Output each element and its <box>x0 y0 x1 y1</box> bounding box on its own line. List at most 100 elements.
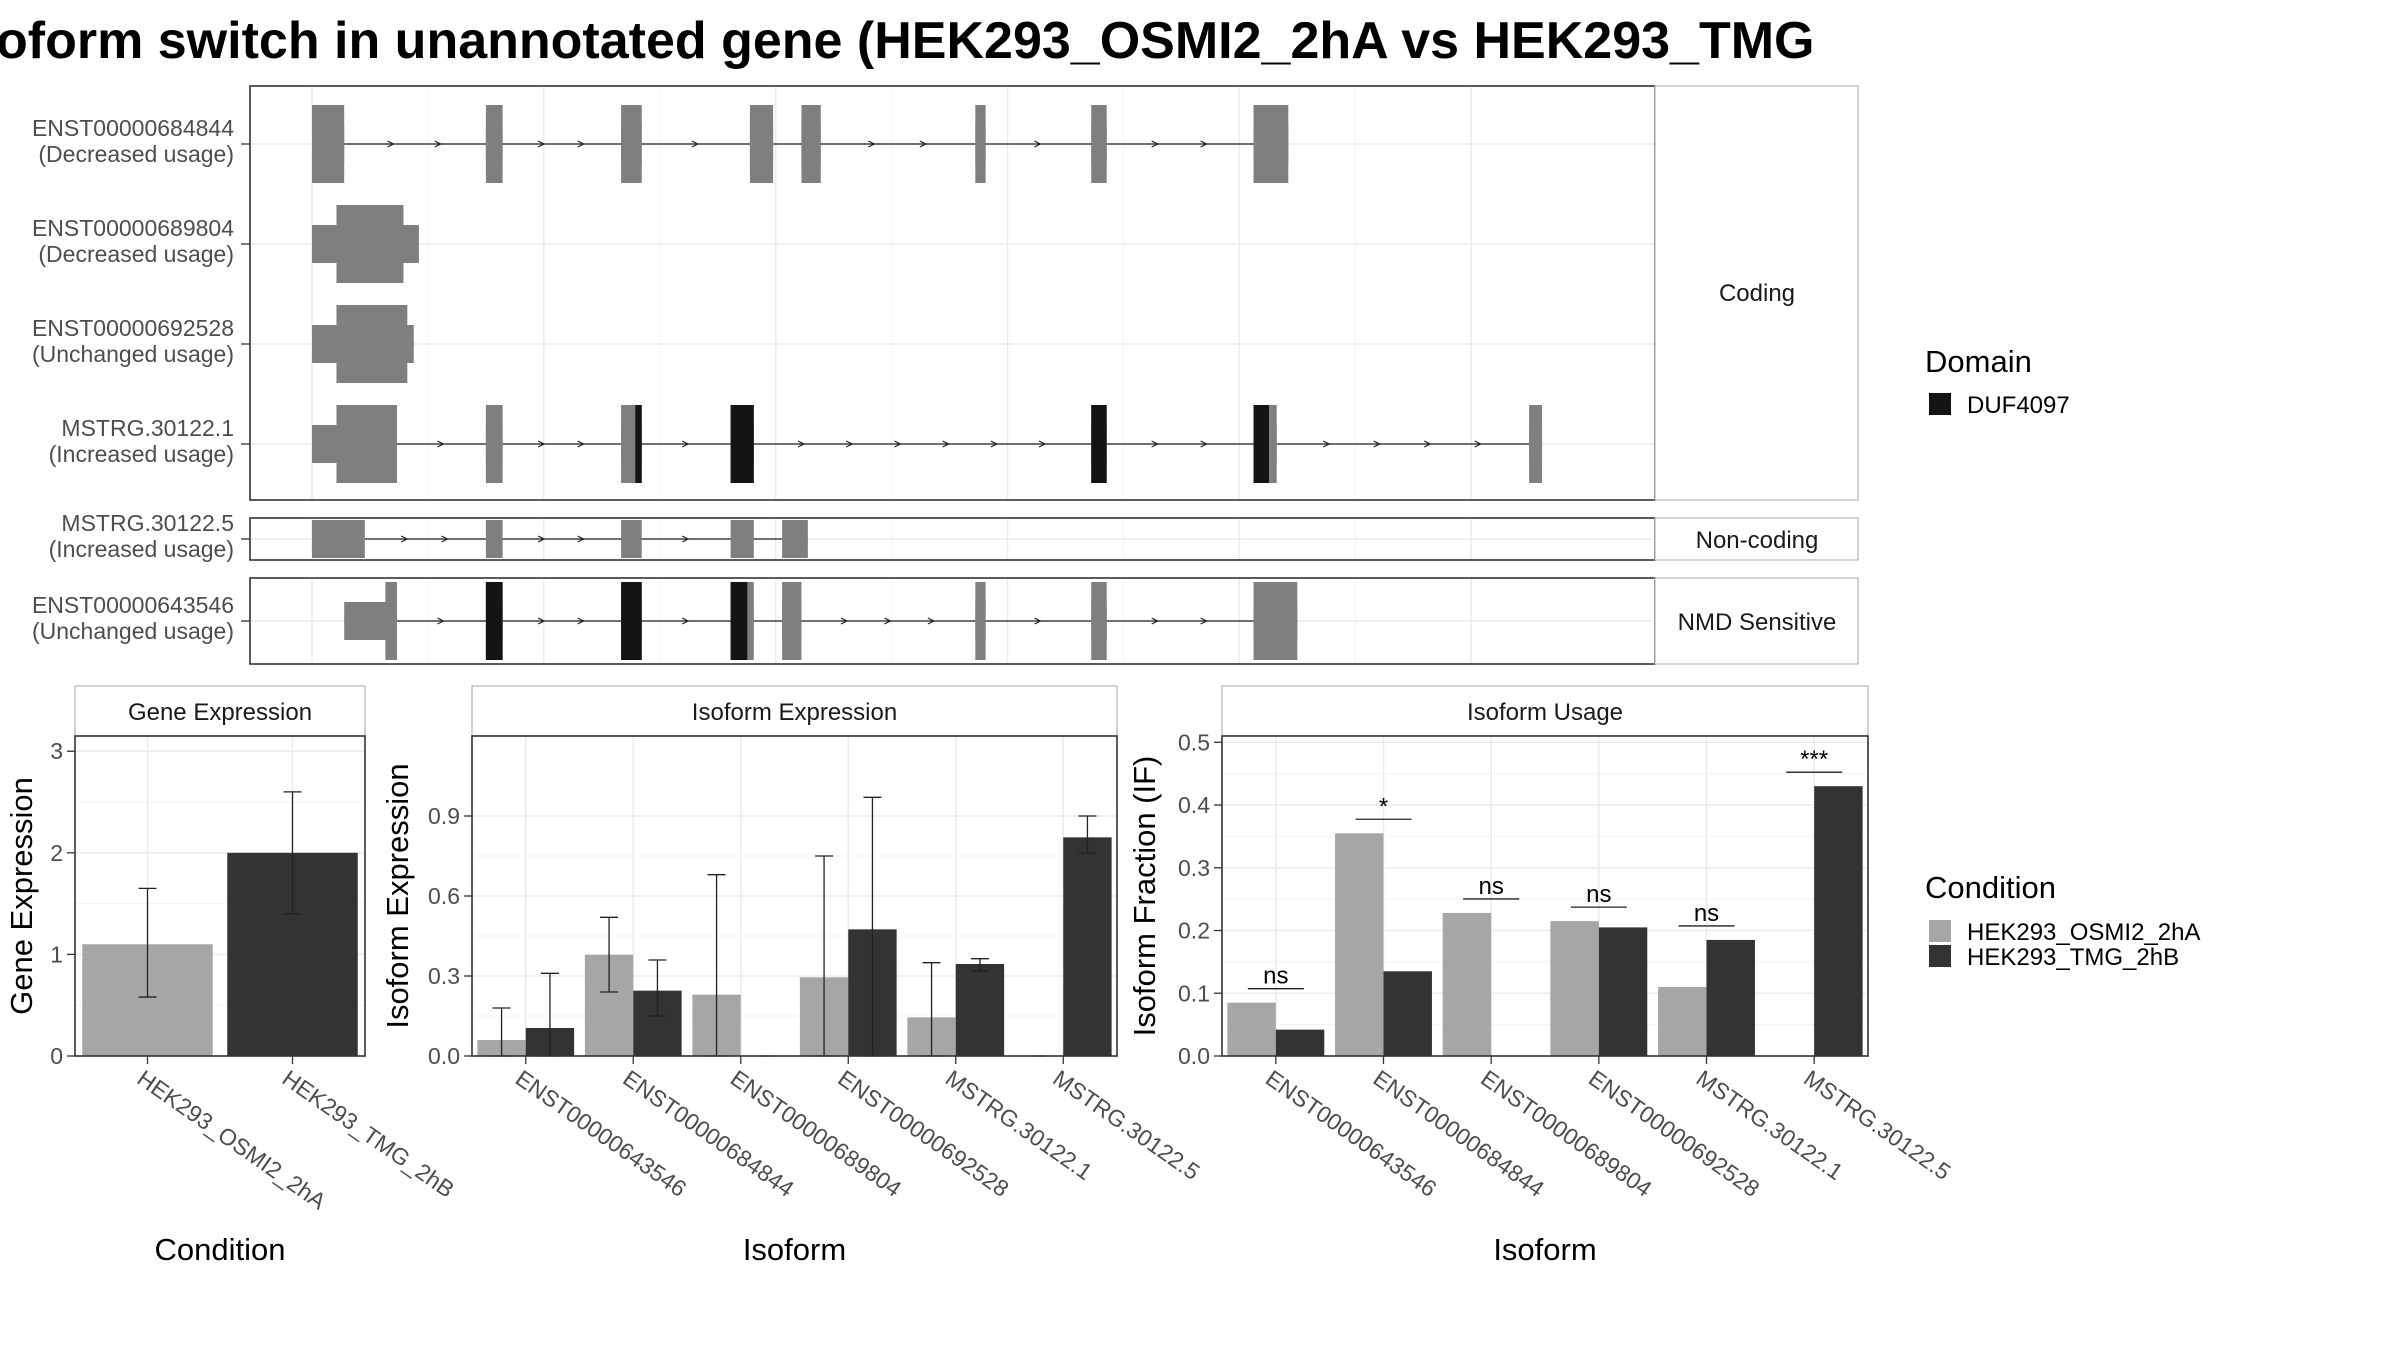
bar <box>1550 921 1599 1056</box>
transcript-usage-label: (Decreased usage) <box>38 241 234 267</box>
panel-title: Gene Expression <box>128 699 312 726</box>
facet-strip-noncoding <box>1654 517 1859 561</box>
panel-strip <box>1221 685 1869 737</box>
transcript-usage-label: (Increased usage) <box>49 536 234 562</box>
transcript-row <box>312 405 1543 483</box>
intron-arrow <box>441 535 449 543</box>
intron-arrow <box>1322 440 1331 448</box>
y-tick-label: 0.0 <box>428 1043 460 1069</box>
intron-arrow <box>990 440 999 448</box>
intron-arrow <box>577 440 585 448</box>
y-tick-label: 0.0 <box>1178 1043 1210 1069</box>
cds-exon <box>1091 582 1107 660</box>
y-tick-label: 0.6 <box>428 883 460 909</box>
condition-legend-title: Condition <box>1925 870 2056 905</box>
utr-exon <box>782 520 808 558</box>
significance-label: ns <box>1586 881 1611 908</box>
bar <box>1442 912 1492 1056</box>
transcript-id-label: ENST00000692528 <box>32 315 234 341</box>
facet-label-nmd: NMD Sensitive <box>1678 609 1837 636</box>
intron-arrow <box>681 617 690 625</box>
domain-region <box>730 582 748 660</box>
intron-arrow <box>537 535 546 543</box>
cds-exon <box>621 105 642 183</box>
cds-exon <box>485 405 503 483</box>
bar <box>1598 927 1648 1056</box>
transcript-row <box>312 520 808 558</box>
y-axis-title: Isoform Expression <box>380 763 415 1028</box>
intron-arrow <box>537 140 546 148</box>
panel-strip <box>471 685 1118 737</box>
domain-region <box>635 405 642 483</box>
y-tick-label: 3 <box>50 738 63 764</box>
panel-strip <box>74 685 366 737</box>
intron-arrow <box>894 440 902 448</box>
transcript-usage-label: (Unchanged usage) <box>32 341 234 367</box>
isoform-usage-panel: Isoform Usage ns * ns ns ns *** 0.0 0.1 0.2 0.3 0.4… <box>1127 685 1956 1267</box>
significance-label: ns <box>1263 963 1288 990</box>
y-tick-label: 0.3 <box>428 963 460 989</box>
transcript-usage-label: (Decreased usage) <box>38 141 234 167</box>
domain-region <box>621 582 642 660</box>
y-tick-label: 0.5 <box>1178 729 1210 755</box>
intron-arrow <box>537 440 546 448</box>
significance-label: * <box>1379 793 1388 820</box>
domain-legend: Domain DUF4097 <box>1925 344 2070 419</box>
condition-legend: Condition HEK293_OSMI2_2hA HEK293_TMG_2h… <box>1925 870 2200 971</box>
bar <box>1658 986 1707 1056</box>
transcript-row <box>312 205 419 283</box>
intron-arrow <box>919 140 928 148</box>
bar <box>1383 971 1432 1056</box>
intron-arrow <box>400 535 409 543</box>
domain-legend-title: Domain <box>1925 344 2032 379</box>
domain-region <box>1091 405 1107 483</box>
intron-arrow <box>840 617 849 625</box>
transcript-id-label: ENST00000643546 <box>32 592 234 618</box>
intron-arrow <box>577 140 585 148</box>
cds-exon <box>336 305 408 383</box>
y-tick-label: 1 <box>50 941 63 967</box>
intron-arrow <box>1034 617 1042 625</box>
x-axis-title: Isoform <box>743 1232 846 1267</box>
transcript-row <box>312 305 414 383</box>
utr-exon <box>621 520 642 558</box>
cds-exon <box>749 105 774 183</box>
transcript-usage-label: (Unchanged usage) <box>32 618 234 644</box>
cds-exon <box>975 105 986 183</box>
intron-arrow <box>437 440 445 448</box>
cds-exon <box>975 582 986 660</box>
domain-region <box>1253 405 1269 483</box>
utr-exon <box>730 520 754 558</box>
bar <box>1275 1029 1325 1056</box>
condition-legend-swatch-b <box>1929 945 1951 967</box>
x-axis-title: Isoform <box>1493 1232 1596 1267</box>
intron-arrow <box>1200 140 1208 148</box>
intron-arrow <box>797 440 806 448</box>
intron-arrow <box>845 440 854 448</box>
cds-exon <box>801 105 821 183</box>
significance-label: ns <box>1478 873 1503 900</box>
figure-title: oform switch in unannotated gene (HEK293… <box>0 12 1814 70</box>
cds-exon <box>1253 582 1298 660</box>
plot-frame <box>74 735 366 1057</box>
intron-arrow <box>1373 440 1382 448</box>
domain-legend-swatch <box>1929 393 1951 415</box>
intron-arrow <box>1151 440 1159 448</box>
y-tick-label: 0.1 <box>1178 980 1210 1006</box>
cds-exon <box>485 105 503 183</box>
intron-arrow <box>1423 440 1432 448</box>
cds-exon <box>1529 405 1543 483</box>
cds-exon <box>1253 105 1289 183</box>
cds-exon <box>336 205 404 283</box>
plot-background <box>1222 736 1868 1056</box>
condition-legend-label-a: HEK293_OSMI2_2hA <box>1967 919 2200 946</box>
intron-arrow <box>1474 440 1483 448</box>
intron-arrow <box>1034 140 1042 148</box>
intron-arrow <box>1200 440 1208 448</box>
intron-arrow <box>437 617 445 625</box>
condition-legend-swatch-a <box>1929 920 1951 942</box>
bar <box>1814 786 1863 1056</box>
condition-legend-label-b: HEK293_TMG_2hB <box>1967 944 2179 971</box>
intron-arrow <box>1151 617 1159 625</box>
